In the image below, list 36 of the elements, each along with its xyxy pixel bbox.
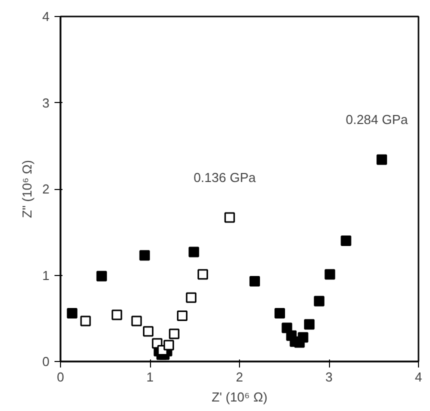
y-tick-label: 1 <box>42 268 50 283</box>
point <box>139 250 150 261</box>
point <box>142 326 154 337</box>
point <box>164 340 174 350</box>
point <box>168 328 180 340</box>
x-tick-label: 3 <box>325 370 333 384</box>
point <box>340 236 352 246</box>
point <box>96 270 107 282</box>
point <box>131 316 142 326</box>
point <box>324 269 336 280</box>
y-tick-label: 2 <box>42 182 50 196</box>
x-tick-label: 1 <box>146 370 154 384</box>
text: 0.136 GPa <box>194 170 257 185</box>
point <box>249 276 260 287</box>
point <box>298 332 308 343</box>
x-tick-label: 2 <box>236 370 244 384</box>
point <box>188 246 200 258</box>
point <box>376 154 388 165</box>
point <box>304 319 315 330</box>
point <box>66 308 78 318</box>
y-axis-title: Z" (10⁶ Ω) <box>19 160 34 218</box>
point <box>80 316 91 326</box>
point <box>112 310 122 320</box>
x-tick-label: 0 <box>56 370 64 384</box>
point <box>176 310 188 322</box>
x-tick-label: 4 <box>414 370 422 384</box>
y-tick-label: 4 <box>42 9 50 24</box>
point <box>224 212 235 223</box>
text: 0.284 GPa <box>346 112 409 128</box>
point <box>198 269 208 280</box>
point <box>186 292 196 303</box>
point <box>314 296 324 306</box>
point <box>274 308 286 318</box>
y-tick-label: 0 <box>42 354 50 369</box>
x-axis-title: Z' (10⁶ Ω) <box>212 390 268 404</box>
y-tick-label: 3 <box>42 95 50 110</box>
